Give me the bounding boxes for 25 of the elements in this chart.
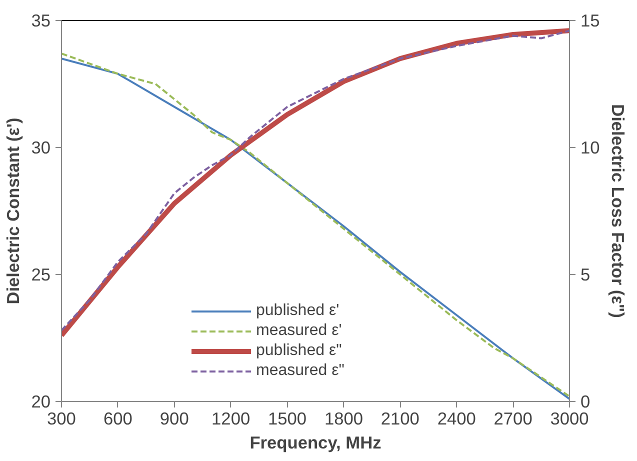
legend-label: published ε"	[256, 342, 342, 360]
x-tick-label: 1200	[212, 408, 250, 428]
x-tick-label: 1500	[268, 408, 307, 428]
x-tick-label: 1800	[324, 408, 364, 428]
x-tick-label: 2100	[380, 408, 420, 428]
y2-tick-label: 0	[580, 392, 590, 412]
y-axis-title: Dielectric Constant (ε')	[3, 118, 24, 304]
y2-axis-title: Dielectric Loss Factor (ε")	[608, 104, 628, 318]
legend-label: measured ε'	[256, 322, 342, 340]
x-tick-label: 600	[103, 408, 132, 428]
x-tick-label: 2400	[437, 408, 476, 428]
x-tick-label: 3000	[550, 408, 589, 428]
legend-label: measured ε"	[256, 362, 344, 380]
x-tick-label: 900	[160, 408, 189, 428]
y-tick-label: 25	[31, 264, 51, 284]
y-tick-label: 35	[31, 10, 51, 30]
y-tick-label: 20	[31, 392, 51, 412]
y2-tick-label: 10	[580, 138, 600, 158]
x-tick-label: 2700	[494, 408, 532, 428]
x-tick-label: 300	[47, 408, 76, 428]
y-tick-label: 30	[31, 138, 51, 158]
y2-tick-label: 15	[580, 10, 600, 30]
legend-label: published ε'	[256, 302, 340, 320]
y2-tick-label: 5	[580, 264, 590, 284]
x-axis-title: Frequency, MHz	[250, 432, 382, 452]
